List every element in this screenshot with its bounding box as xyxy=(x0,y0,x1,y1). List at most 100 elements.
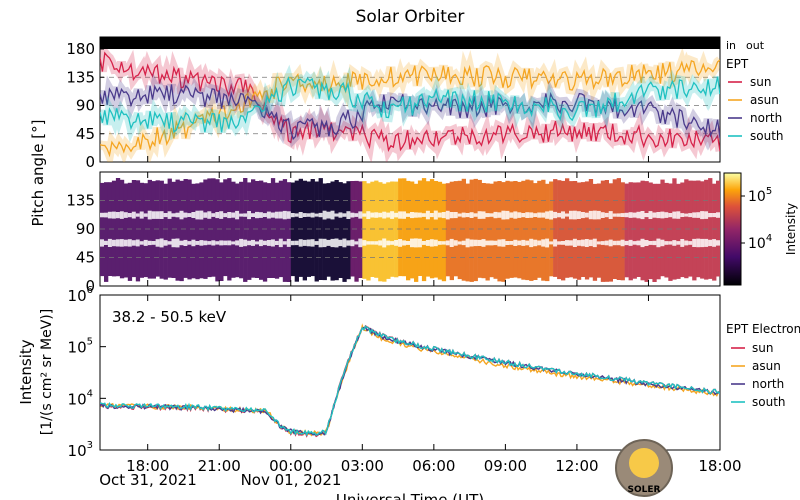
heatmap-gap xyxy=(656,238,661,248)
heatmap-cells xyxy=(100,178,720,282)
heatmap-gap xyxy=(692,212,697,218)
heatmap-gap xyxy=(231,241,236,245)
heatmap-cell xyxy=(159,180,164,279)
heatmap-cell xyxy=(497,181,502,282)
heatmap-gap xyxy=(688,241,693,245)
x-tick-label: 21:00 xyxy=(198,457,241,475)
heatmap-gap xyxy=(259,212,264,218)
legend-in-label: in xyxy=(726,39,736,52)
heatmap-gap xyxy=(453,240,458,246)
heatmap-gap xyxy=(223,213,228,218)
heatmap-gap xyxy=(557,241,562,245)
heatmap-gap xyxy=(139,211,144,219)
heatmap-cell xyxy=(155,180,160,277)
legend-bottom-header: EPT Electrons xyxy=(726,322,800,336)
x-tick-label: 03:00 xyxy=(341,457,384,475)
heatmap-cell xyxy=(525,179,530,281)
heatmap-gap xyxy=(704,211,709,219)
heatmap-cell xyxy=(410,181,415,279)
colorbar-tick-label-1: 105 xyxy=(748,186,772,205)
heatmap-gap xyxy=(600,212,606,218)
pitch-ytick-label: 90 xyxy=(76,97,95,115)
heatmap-gap xyxy=(449,212,454,219)
heatmap-cell xyxy=(505,180,510,279)
heatmap-gap xyxy=(509,212,514,218)
heatmap-gap xyxy=(565,240,570,246)
heatmap-gap xyxy=(187,241,192,245)
heatmap-gap xyxy=(684,213,689,217)
heatmap-gap xyxy=(104,240,109,245)
heatmap-cell xyxy=(680,182,685,278)
heatmap-gap xyxy=(251,239,256,246)
heatmap-cell xyxy=(648,182,653,280)
heatmap-gap xyxy=(390,241,395,245)
heatmap-cell xyxy=(457,180,462,280)
heatmap-gap xyxy=(565,213,570,217)
heatmap-gap xyxy=(688,213,693,218)
heatmap-gap xyxy=(576,240,582,246)
heatmap-gap xyxy=(366,211,371,219)
heatmap-gap xyxy=(620,213,625,217)
heatmap-gap xyxy=(493,211,498,219)
heatmap-gap xyxy=(521,239,526,246)
heatmap-gap xyxy=(203,240,208,246)
heatmap-gap xyxy=(596,210,602,220)
heatmap-cell xyxy=(414,183,419,282)
heatmap-gap xyxy=(580,239,586,247)
heatmap-gap xyxy=(429,213,435,218)
heatmap-gap xyxy=(501,239,506,247)
heatmap-gap xyxy=(441,212,447,219)
heatmap-gap xyxy=(549,210,554,220)
heatmap-gap xyxy=(596,241,602,245)
heatmap-gap xyxy=(358,211,363,219)
heatmap-ytick-label: 135 xyxy=(66,192,95,210)
legend-out-label: out xyxy=(746,39,765,52)
heatmap-gap xyxy=(668,213,673,218)
heatmap-gap xyxy=(239,238,244,247)
heatmap-gap xyxy=(390,211,395,219)
heatmap-cell xyxy=(151,181,156,279)
heatmap-gap xyxy=(429,239,435,247)
heatmap-gap xyxy=(489,240,494,246)
heatmap-gap xyxy=(660,239,665,247)
heatmap-gap xyxy=(664,212,669,218)
heatmap-gap xyxy=(437,241,443,245)
heatmap-gap xyxy=(270,239,276,247)
heatmap-gap xyxy=(374,212,379,218)
heatmap-gap xyxy=(350,212,355,218)
heatmap-gap xyxy=(672,211,677,219)
heatmap-gap xyxy=(350,239,355,247)
heatmap-gap xyxy=(227,240,232,246)
heatmap-gap xyxy=(676,211,681,219)
colorbar-gradient xyxy=(723,172,742,286)
heatmap-gap xyxy=(227,212,232,219)
intensity-yticks: 103 104 105 106 xyxy=(68,285,106,460)
heatmap-gap xyxy=(541,239,546,247)
heatmap-gap xyxy=(362,213,367,217)
heatmap-cell xyxy=(624,183,629,278)
heatmap-gap xyxy=(572,210,578,220)
heatmap-cell xyxy=(640,180,645,281)
heatmap-gap xyxy=(628,212,633,218)
heatmap-cell xyxy=(402,178,407,277)
legend-top-label-asun: asun xyxy=(750,93,779,107)
heatmap-gap xyxy=(716,212,720,218)
heatmap-gap xyxy=(100,239,105,247)
heatmap-cell xyxy=(652,183,657,282)
heatmap-gap xyxy=(135,213,141,217)
heatmap-gap xyxy=(247,240,252,246)
date-label-oct31: Oct 31, 2021 xyxy=(99,471,197,489)
heatmap-gap xyxy=(123,212,129,218)
heatmap-gap xyxy=(549,241,554,245)
heatmap-gap xyxy=(406,241,411,245)
heatmap-gap xyxy=(318,212,323,218)
heatmap-gap xyxy=(477,239,482,246)
heatmap-cell xyxy=(302,180,307,281)
heatmap-cell xyxy=(111,180,117,277)
heatmap-gap xyxy=(115,212,121,219)
heatmap-cell xyxy=(143,183,148,278)
heatmap-gap xyxy=(314,241,319,245)
heatmap-gap xyxy=(167,211,172,219)
heatmap-cell xyxy=(215,179,220,282)
